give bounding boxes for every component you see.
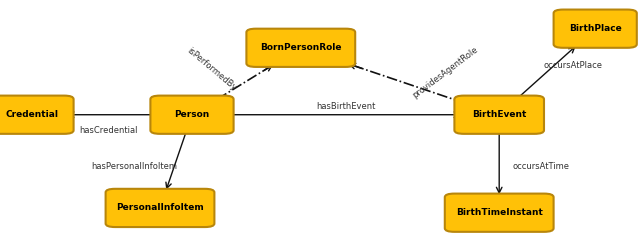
FancyBboxPatch shape xyxy=(246,29,355,67)
Text: occursAtPlace: occursAtPlace xyxy=(543,61,602,70)
FancyBboxPatch shape xyxy=(106,189,214,227)
FancyBboxPatch shape xyxy=(554,10,637,48)
Text: BirthEvent: BirthEvent xyxy=(472,110,526,119)
Text: hasCredential: hasCredential xyxy=(79,126,138,135)
Text: BirthPlace: BirthPlace xyxy=(569,24,621,33)
Text: isPerformedBy: isPerformedBy xyxy=(185,46,237,92)
FancyBboxPatch shape xyxy=(0,96,74,134)
FancyBboxPatch shape xyxy=(454,96,544,134)
Text: providesAgentRole: providesAgentRole xyxy=(410,45,479,100)
Text: PersonalInfoItem: PersonalInfoItem xyxy=(116,203,204,212)
Text: BirthTimeInstant: BirthTimeInstant xyxy=(456,208,543,217)
Text: hasPersonalInfoItem: hasPersonalInfoItem xyxy=(92,162,177,171)
FancyBboxPatch shape xyxy=(150,96,234,134)
Text: BornPersonRole: BornPersonRole xyxy=(260,43,342,52)
Text: occursAtTime: occursAtTime xyxy=(512,162,570,171)
Text: Credential: Credential xyxy=(6,110,58,119)
Text: Person: Person xyxy=(174,110,210,119)
Text: hasBirthEvent: hasBirthEvent xyxy=(316,102,375,111)
FancyBboxPatch shape xyxy=(445,194,554,232)
